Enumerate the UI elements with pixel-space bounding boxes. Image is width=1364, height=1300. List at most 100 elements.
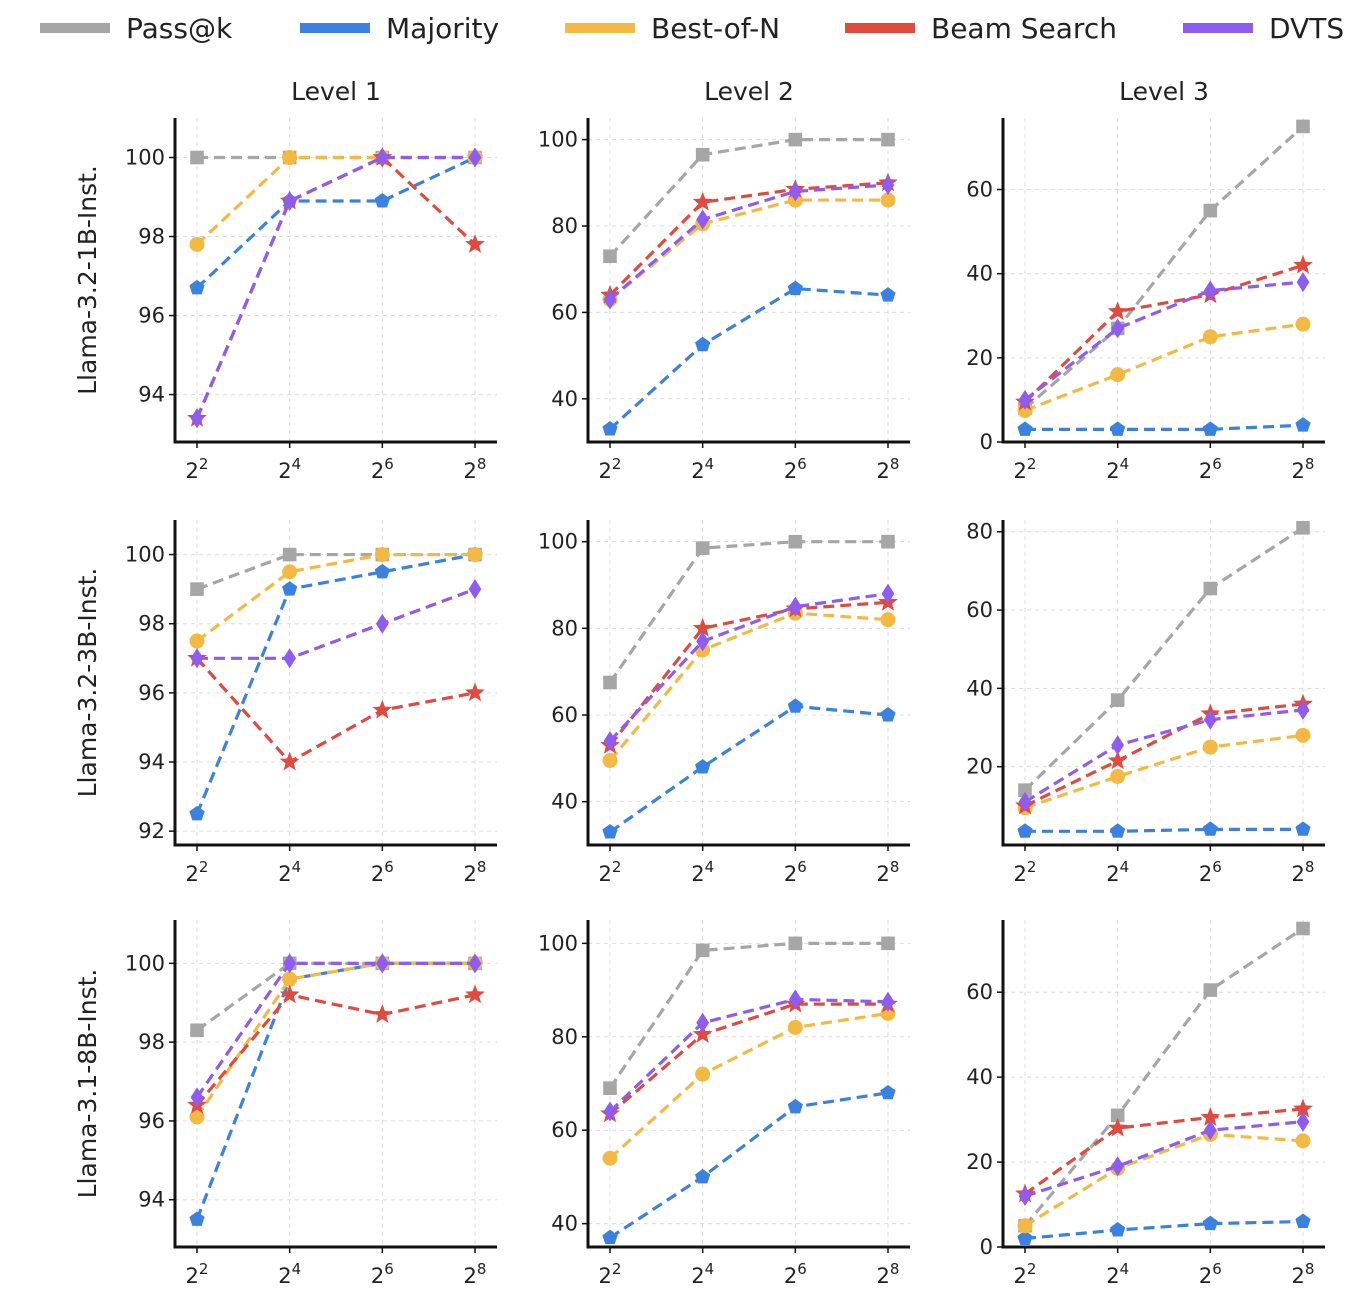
- data-point: [468, 579, 482, 600]
- data-point: [881, 583, 895, 604]
- series-dvts: [190, 579, 482, 669]
- x-tick-label: 26: [371, 455, 394, 483]
- data-point: [692, 617, 713, 637]
- x-tick-label: 28: [464, 455, 487, 483]
- data-point: [788, 936, 803, 951]
- x-tick-label: 26: [1199, 858, 1222, 886]
- series-line: [608, 1002, 888, 1116]
- x-tick-label: 24: [1106, 1260, 1129, 1288]
- x-tick-label: 24: [278, 455, 301, 483]
- y-tick-label: 60: [551, 1118, 578, 1142]
- series-line: [1024, 1107, 1304, 1196]
- data-point: [1295, 417, 1311, 432]
- series-majority: [602, 1084, 896, 1245]
- data-point: [1202, 329, 1218, 345]
- data-point: [283, 953, 297, 974]
- panel-r3-c2: 40 60 80 100 22 24 26 28: [538, 920, 910, 1288]
- data-point: [1296, 921, 1310, 936]
- data-point: [189, 1211, 205, 1226]
- legend-swatch-best-of-n: [565, 23, 635, 33]
- data-point: [190, 582, 204, 596]
- x-tick-label: 24: [691, 858, 714, 886]
- y-tick-label: 96: [138, 1109, 165, 1133]
- x-tick-label: 26: [1199, 1260, 1222, 1288]
- y-tick-label: 80: [551, 214, 578, 238]
- series-best-of-n: [189, 955, 483, 1125]
- series-best-of-n: [1017, 727, 1311, 816]
- data-point: [189, 805, 205, 821]
- data-point: [696, 631, 710, 652]
- series-majority: [602, 698, 896, 839]
- series-best-of-n: [1017, 316, 1311, 418]
- series-line: [608, 600, 889, 747]
- series-line: [608, 611, 889, 762]
- series-line: [1024, 1219, 1304, 1241]
- legend-label-dvts: DVTS: [1269, 11, 1345, 45]
- x-tick-label: 26: [784, 455, 807, 483]
- series-line: [608, 198, 888, 301]
- x-tick-label: 22: [599, 858, 622, 886]
- x-tick-label: 22: [1014, 1260, 1037, 1288]
- data-point: [1110, 693, 1125, 707]
- panel-title: Level 1: [291, 77, 381, 106]
- x-tick-label: 28: [877, 455, 900, 483]
- data-point: [279, 751, 300, 771]
- series-line: [608, 138, 888, 258]
- series-best-of-n: [189, 547, 483, 649]
- series-line: [195, 156, 476, 290]
- data-point: [465, 234, 485, 253]
- x-tick-label: 28: [464, 858, 487, 886]
- data-point: [282, 150, 298, 166]
- y-tick-label: 94: [138, 383, 165, 407]
- series-dvts: [603, 583, 895, 751]
- data-point: [602, 1229, 618, 1245]
- data-point: [1203, 280, 1217, 301]
- data-point: [1110, 1222, 1126, 1237]
- x-tick-label: 24: [278, 858, 301, 886]
- series-pass-k: [1018, 119, 1310, 416]
- data-point: [603, 289, 617, 310]
- y-tick-label: 40: [551, 387, 578, 411]
- series-pass-k: [603, 132, 895, 264]
- legend-item-passk: Pass@k: [40, 8, 232, 48]
- data-point: [374, 563, 390, 579]
- data-point: [190, 648, 204, 669]
- x-tick-label: 24: [1106, 455, 1129, 483]
- data-point: [1203, 983, 1218, 997]
- x-tick-label: 22: [186, 455, 209, 483]
- data-point: [1202, 1215, 1218, 1231]
- y-tick-label: 96: [138, 681, 165, 705]
- data-point: [788, 181, 802, 202]
- data-point: [881, 991, 895, 1012]
- series-line: [1024, 1120, 1304, 1198]
- panel-title: Level 2: [704, 77, 794, 106]
- series-line: [1023, 125, 1305, 410]
- data-point: [1111, 735, 1125, 756]
- data-point: [602, 1150, 618, 1166]
- data-point: [1110, 768, 1126, 784]
- y-tick-label: 94: [138, 1188, 165, 1212]
- legend-swatch-passk: [40, 23, 110, 33]
- data-point: [880, 192, 896, 208]
- legend-item-best-of-n: Best-of-N: [565, 8, 780, 48]
- series-beam-search: [187, 647, 485, 771]
- data-point: [881, 936, 895, 951]
- data-point: [880, 287, 896, 302]
- data-point: [695, 336, 711, 352]
- data-point: [372, 699, 393, 719]
- panel-r3-c1: 94 96 98 100 22 24 26 28 Llama-3.1-8B-Inst.: [73, 920, 497, 1288]
- data-point: [881, 534, 895, 549]
- series-line: [195, 657, 476, 765]
- panel-r3-c3: 0 20 40 60 22 24 26 28: [966, 920, 1325, 1288]
- data-point: [1296, 521, 1310, 535]
- legend-item-dvts: DVTS: [1183, 8, 1344, 48]
- y-tick-label: 98: [138, 1030, 165, 1054]
- data-point: [787, 698, 803, 713]
- data-point: [1202, 739, 1218, 755]
- series-best-of-n: [602, 192, 896, 307]
- series-dvts: [190, 953, 482, 1108]
- series-line: [1024, 322, 1304, 412]
- data-point: [375, 953, 389, 974]
- series-beam-search: [187, 147, 485, 427]
- series-line: [1024, 733, 1304, 810]
